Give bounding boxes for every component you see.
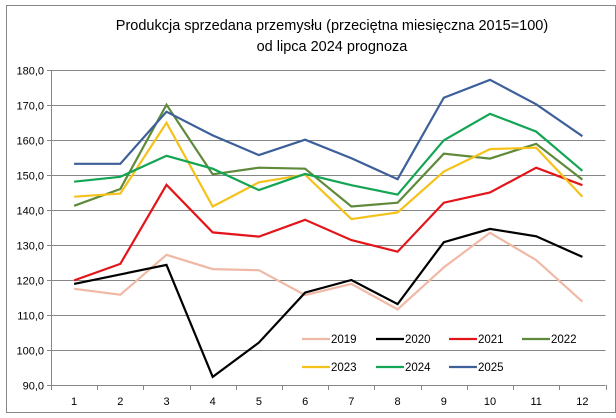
chart-subtitle: od lipca 2024 prognoza xyxy=(257,39,409,55)
gridlines xyxy=(47,70,606,386)
series-line-2019 xyxy=(73,231,584,311)
x-tick-label: 5 xyxy=(256,396,262,408)
y-tick-label: 140,0 xyxy=(16,206,44,218)
legend: 2019 2020 2021 2022 2023 2024 2025 xyxy=(302,334,577,374)
legend-item: 2020 xyxy=(376,334,431,346)
legend-label: 2021 xyxy=(478,334,504,346)
x-axis: 1 2 3 4 5 6 7 8 9 10 11 12 xyxy=(51,385,607,408)
chart-title: Produkcja sprzedana przemysłu (przeciętn… xyxy=(116,18,548,34)
x-tick-label: 6 xyxy=(302,396,308,408)
x-tick-label: 10 xyxy=(484,396,496,408)
series-lines xyxy=(73,78,584,379)
x-tick-label: 8 xyxy=(395,396,401,408)
x-tick-label: 4 xyxy=(210,396,216,408)
legend-label: 2019 xyxy=(331,334,357,346)
legend-item: 2021 xyxy=(449,334,504,346)
legend-label: 2022 xyxy=(551,334,577,346)
y-tick-label: 110,0 xyxy=(17,311,44,323)
y-tick-label: 90,0 xyxy=(23,381,44,393)
legend-label: 2020 xyxy=(405,334,431,346)
series-line-2020 xyxy=(73,227,583,379)
y-tick-label: 180,0 xyxy=(16,66,44,78)
series-line-2021 xyxy=(73,166,583,282)
x-tick-label: 9 xyxy=(441,396,447,408)
legend-item: 2023 xyxy=(302,362,357,374)
x-tick-label: 2 xyxy=(117,396,123,408)
y-tick-label: 160,0 xyxy=(16,136,44,148)
series-line-2025 xyxy=(74,78,584,181)
y-tick-label: 100,0 xyxy=(16,346,44,358)
legend-label: 2025 xyxy=(478,362,504,374)
x-tick-label: 12 xyxy=(576,396,588,408)
x-tick-label: 11 xyxy=(530,396,541,408)
legend-label: 2024 xyxy=(405,362,431,374)
series-line-2024 xyxy=(73,112,584,196)
x-tick-label: 1 xyxy=(71,396,77,408)
y-axis: 90,0 100,0 110,0 120,0 130,0 140,0 150,0 160,0 1… xyxy=(16,66,52,393)
legend-item: 2024 xyxy=(376,362,431,374)
y-tick-label: 150,0 xyxy=(16,171,44,183)
y-tick-label: 170,0 xyxy=(16,101,44,113)
legend-item: 2019 xyxy=(302,334,357,346)
legend-item: 2022 xyxy=(522,334,577,346)
series-line-2023 xyxy=(74,120,584,221)
x-tick-label: 3 xyxy=(163,396,169,408)
y-tick-label: 130,0 xyxy=(16,241,44,253)
chart-border xyxy=(6,5,616,413)
x-tick-label: 7 xyxy=(348,396,354,408)
y-tick-label: 120,0 xyxy=(16,276,44,288)
legend-item: 2025 xyxy=(449,362,504,374)
legend-label: 2023 xyxy=(331,362,357,374)
